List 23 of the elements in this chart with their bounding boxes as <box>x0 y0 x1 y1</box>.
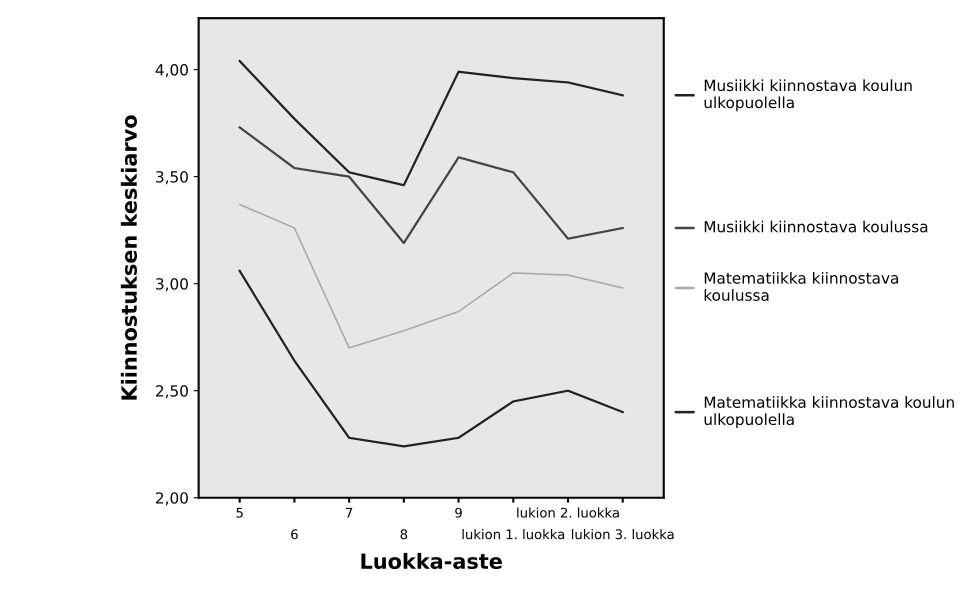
y-tick-label: 3,50 <box>156 171 188 184</box>
x-axis-title: Luokka-aste <box>361 552 502 570</box>
x-tick-label: 8 <box>400 529 408 540</box>
x-tick-label: lukion 3. luokka <box>572 529 674 540</box>
x-tick-label: 9 <box>455 508 462 518</box>
x-tick-label: 5 <box>236 508 243 518</box>
y-tick-label: 3,00 <box>156 278 188 292</box>
legend-label: Musiikki kiinnostava koulussa <box>704 220 928 232</box>
line-series <box>238 204 624 349</box>
y-tick-label: 2,00 <box>156 492 188 506</box>
x-tick-label: 6 <box>291 529 298 540</box>
y-axis-title: Kiinnostuksen keskiarvo <box>120 115 137 400</box>
x-tick-label: 7 <box>346 508 352 518</box>
x-tick-label: lukion 1. luokka <box>462 529 564 540</box>
legend-label: Musiikki kiinnostava koulun ulkopuolella <box>704 79 912 112</box>
line-series <box>238 270 624 448</box>
y-tick-label: 4,00 <box>156 64 188 78</box>
y-tick-label: 2,50 <box>156 385 188 398</box>
line-series <box>238 126 624 244</box>
x-tick-label: lukion 2. luokka <box>517 507 619 518</box>
legend-label: Matematiikka kiinnostava koulussa <box>704 272 898 301</box>
legend-label: Matematiikka kiinnostava koulun ulkopuolella <box>704 396 954 428</box>
line-series <box>238 60 624 186</box>
